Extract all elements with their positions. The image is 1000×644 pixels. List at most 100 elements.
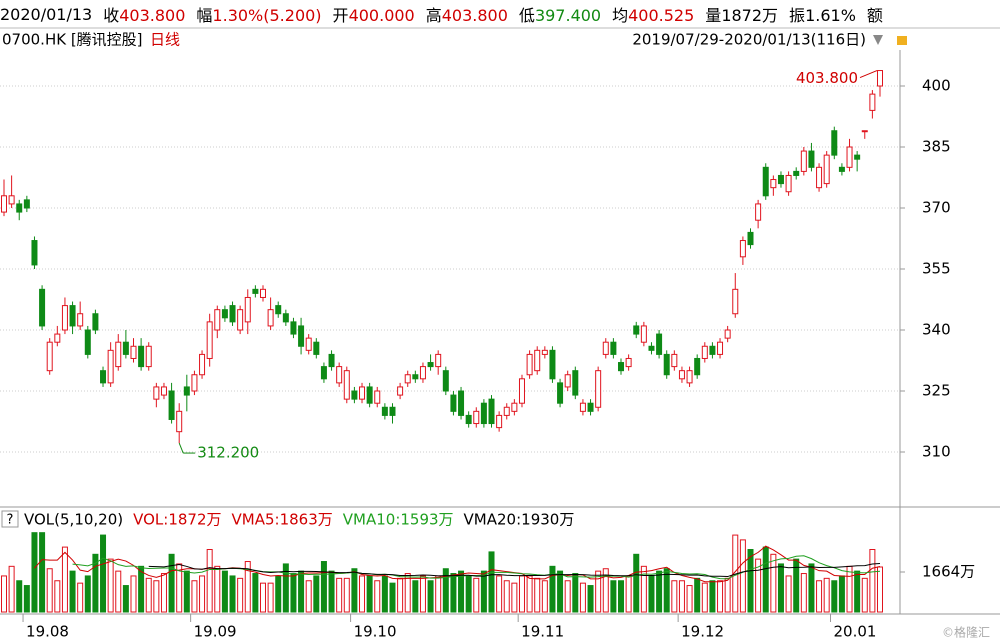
quote-item: 低397.400 [519, 2, 601, 26]
candle-body [793, 170, 800, 176]
volume-bar [336, 577, 343, 613]
volume-bar [427, 580, 434, 613]
volume-bar [61, 546, 68, 613]
candle-body [313, 341, 320, 355]
quote-label: 额 [866, 6, 883, 25]
volume-bar [739, 539, 746, 613]
volume-bar [298, 570, 305, 613]
volume-bar [206, 549, 213, 613]
volume-bar [724, 577, 731, 613]
volume-bar [191, 580, 198, 613]
volume-bar [1, 575, 7, 613]
volume-bar [861, 577, 868, 613]
candle-body [237, 309, 244, 331]
volume-bar [115, 570, 122, 613]
volume-bar [450, 573, 457, 613]
volume-bar [267, 582, 274, 613]
candle-body [69, 305, 76, 327]
volume-bar [366, 575, 373, 613]
volume-bar [77, 582, 84, 613]
volume-bar [823, 577, 830, 613]
candle-body [579, 402, 586, 412]
candle-body [427, 362, 434, 368]
candle-body [694, 357, 701, 376]
quote-item: 高403.800 [426, 2, 508, 26]
x-tick-label: 20.01 [833, 623, 876, 641]
candle-body [717, 341, 724, 355]
volume-bar [663, 568, 670, 613]
candle-body [496, 414, 503, 429]
candle-body [31, 240, 38, 266]
quote-value: 400.525 [628, 6, 695, 25]
x-tick-label: 19.09 [194, 623, 237, 641]
volume-bar [717, 580, 724, 613]
volume-bar [701, 582, 708, 613]
candle-body [747, 231, 754, 246]
volume-bar [541, 580, 548, 613]
volume-bar [564, 580, 571, 613]
volume-bar [656, 570, 663, 613]
candle-body [678, 370, 685, 380]
volume-bar [305, 580, 312, 613]
candle-body [61, 305, 68, 331]
volume-bar [153, 580, 160, 613]
quote-value: 403.800 [119, 6, 186, 25]
volume-bar [610, 580, 617, 613]
candle-body [153, 386, 160, 400]
date-range[interactable]: 2019/07/29-2020/01/13(116日) [632, 31, 866, 49]
candle-body [770, 179, 777, 189]
help-icon[interactable] [1, 510, 19, 528]
dropdown-icon[interactable] [873, 35, 883, 45]
candle-body [755, 203, 762, 221]
y-tick-label: 355 [922, 260, 951, 278]
low-label: 312.200 [197, 444, 259, 462]
candle-body [816, 166, 823, 189]
candle-body [618, 362, 625, 372]
volume-bar [549, 565, 556, 613]
volume-bar [770, 553, 777, 613]
candle-body [160, 386, 167, 396]
candle-body [488, 398, 495, 425]
volume-bar [496, 575, 503, 613]
quote-header: 2020/01/13 收403.800 幅1.30%(5.200) 开400.000 高… [0, 0, 1000, 28]
volume-bar [130, 575, 137, 613]
candle-body [320, 366, 327, 380]
candle-body [640, 325, 647, 343]
volume-bar [359, 575, 366, 613]
volume-bar [374, 580, 381, 613]
volume-bar [343, 577, 350, 613]
volume-legend: VOL(5,10,20) [24, 511, 123, 529]
candle-body [305, 337, 312, 351]
volume-bar [793, 558, 800, 613]
volume-bar [252, 573, 259, 613]
candle-body [442, 370, 449, 392]
volume-bar [518, 575, 525, 613]
candle-body [503, 406, 510, 416]
quote-value: 1.30%(5.200) [212, 6, 322, 25]
volume-bar [8, 565, 15, 613]
volume-bar [176, 563, 183, 613]
candle-body [648, 345, 655, 351]
candle-body [518, 378, 525, 404]
volume-bar [138, 565, 145, 613]
volume-bar [183, 570, 190, 613]
volume-bar [602, 568, 609, 613]
candle-body [46, 341, 53, 372]
candle-body [8, 195, 15, 205]
volume-bar [412, 580, 419, 613]
annotation-line [859, 70, 878, 79]
volume-bar [633, 553, 640, 613]
candle-body [450, 394, 457, 412]
volume-bar [579, 582, 586, 613]
lock-icon[interactable] [897, 36, 907, 45]
volume-bar [100, 534, 107, 613]
volume-bar [16, 580, 23, 613]
volume-bar [762, 546, 769, 613]
volume-bar [381, 575, 388, 613]
volume-bar [107, 558, 114, 613]
help-icon-text: ? [7, 513, 14, 528]
volume-bar [854, 570, 861, 613]
candle-body [343, 370, 350, 400]
volume-bar [473, 577, 480, 613]
volume-ma-line [148, 562, 881, 578]
